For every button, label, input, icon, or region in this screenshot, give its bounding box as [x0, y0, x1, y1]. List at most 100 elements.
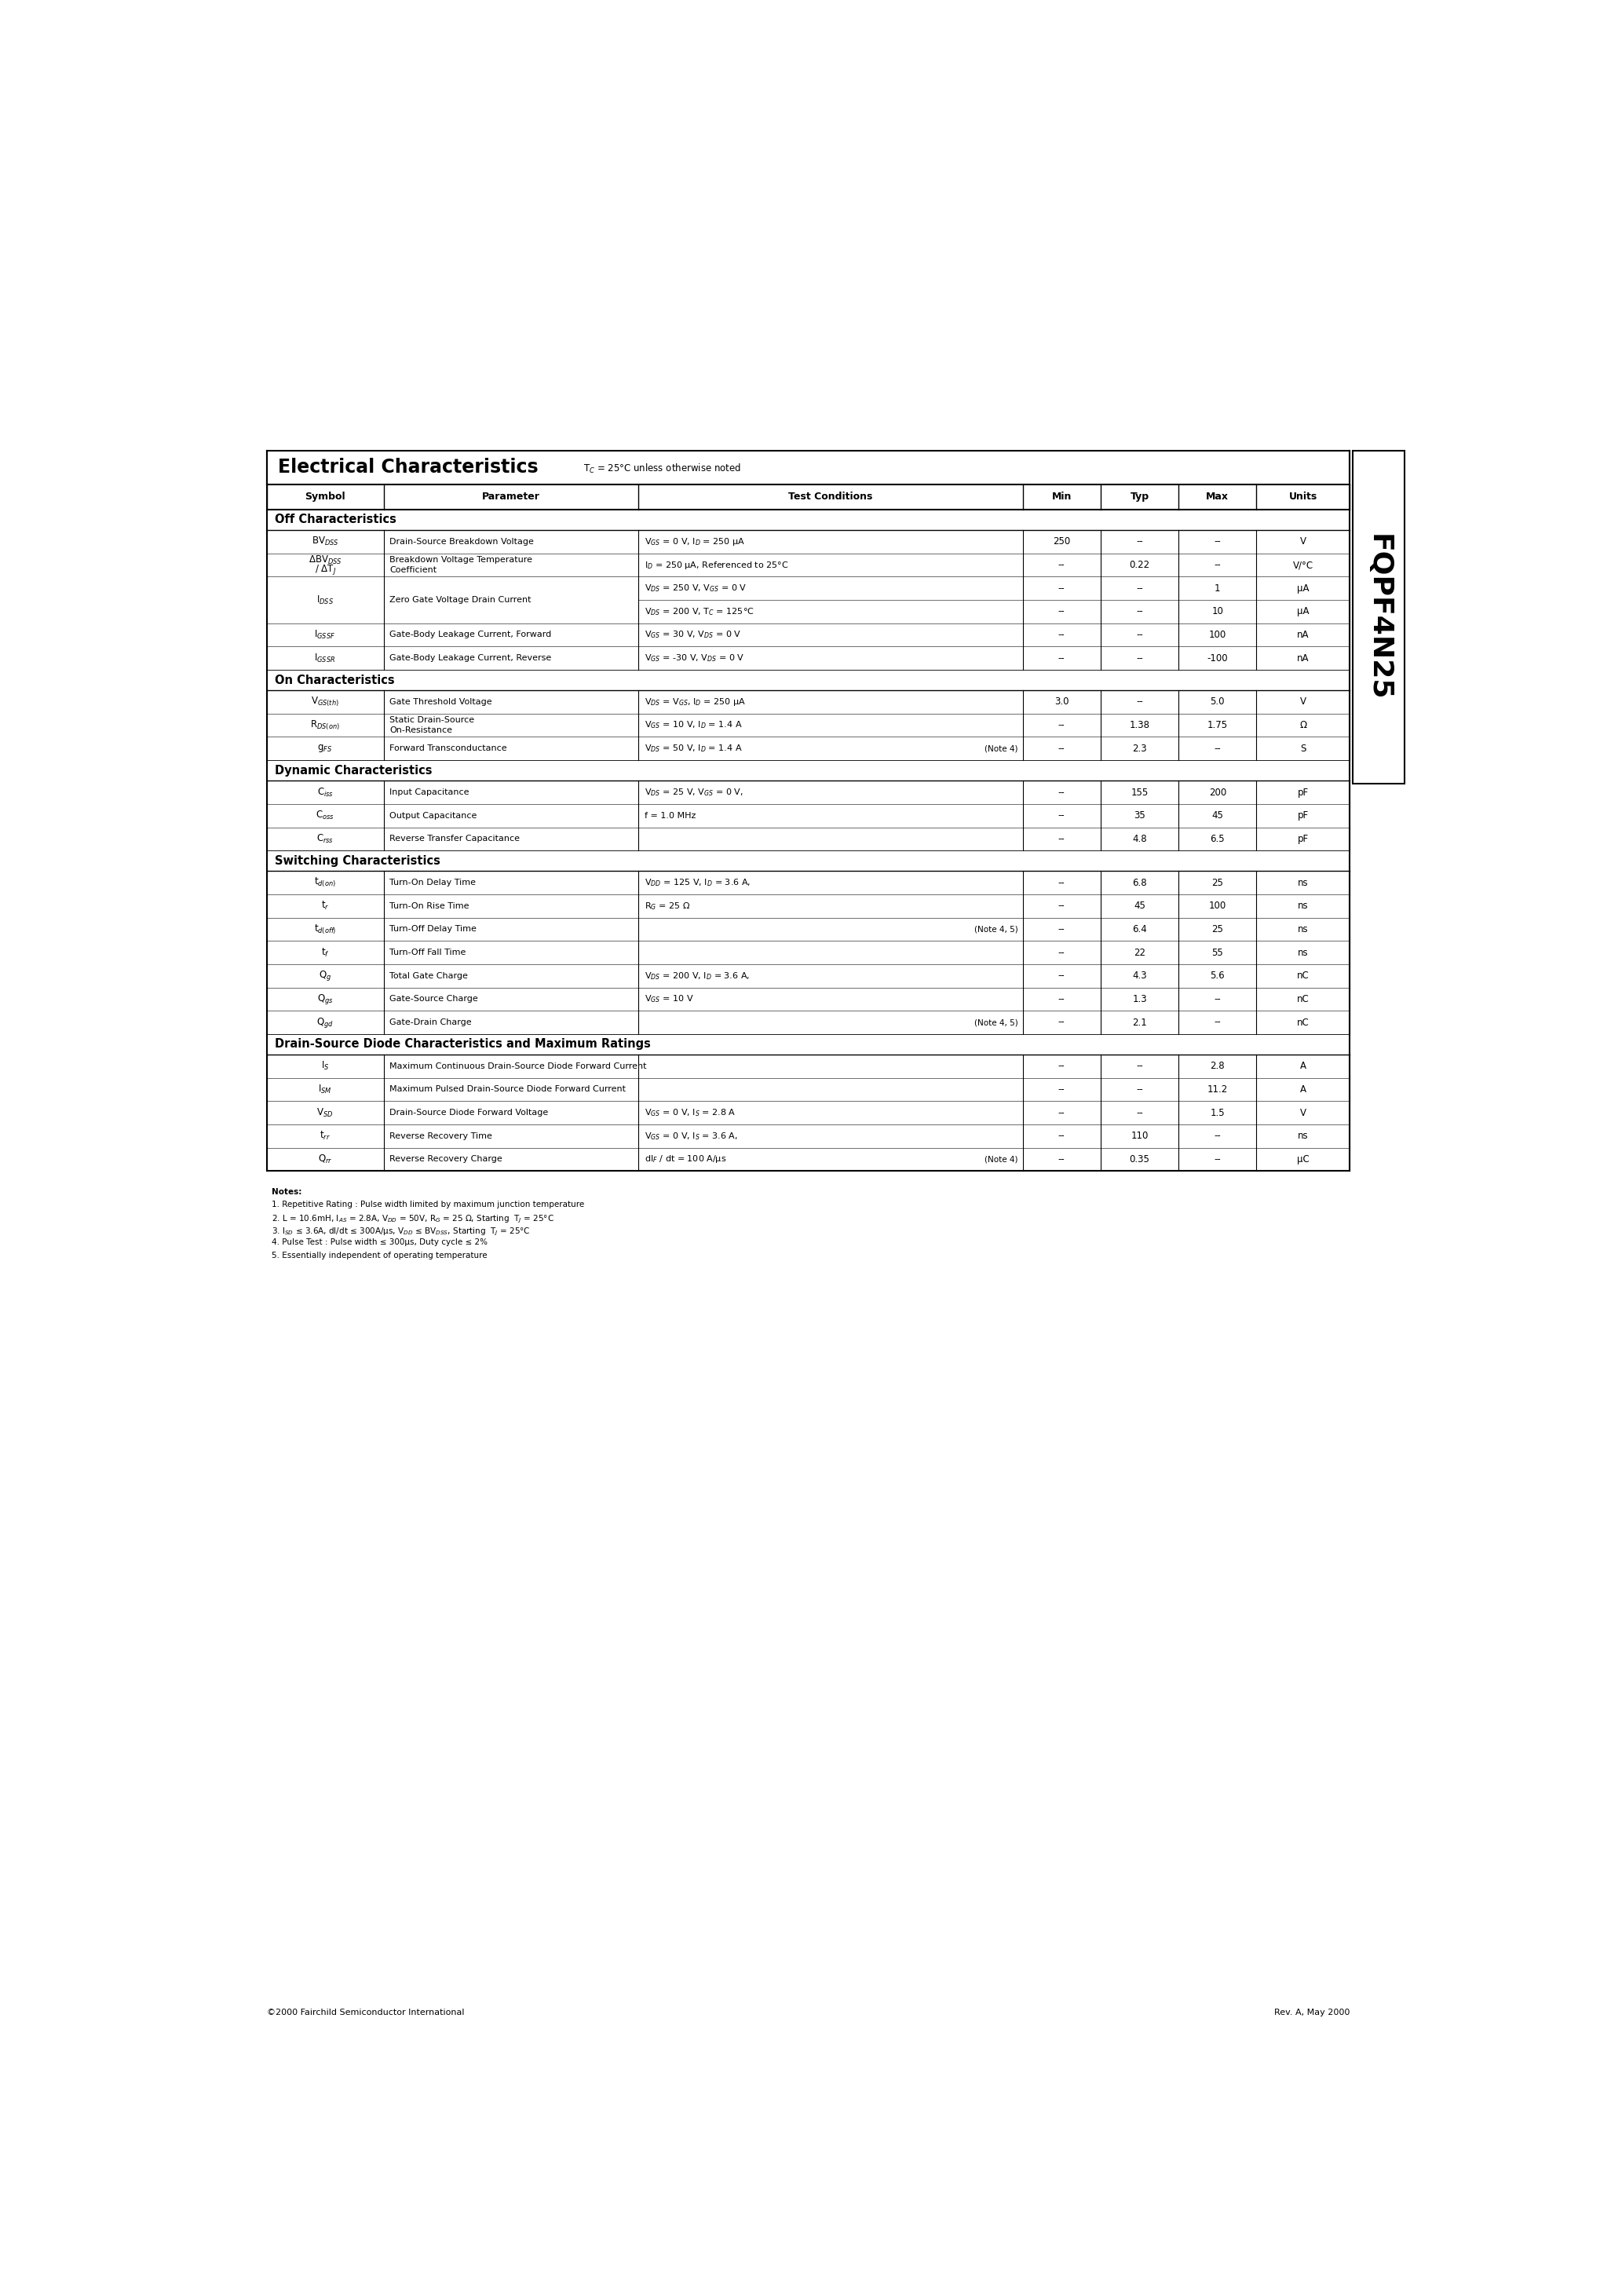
Text: 3. I$_{SD}$ ≤ 3.6A, dI/dt ≤ 300A/μs, V$_{DD}$ ≤ BV$_{DSS}$, Starting  T$_J$ = 25: 3. I$_{SD}$ ≤ 3.6A, dI/dt ≤ 300A/μs, V$_… [271, 1226, 530, 1238]
Text: V$_{GS}$ = -30 V, V$_{DS}$ = 0 V: V$_{GS}$ = -30 V, V$_{DS}$ = 0 V [644, 652, 744, 664]
Text: Symbol: Symbol [305, 491, 345, 503]
Text: 4.3: 4.3 [1132, 971, 1147, 980]
Text: μA: μA [1298, 583, 1309, 592]
Text: Units: Units [1289, 491, 1317, 503]
Text: --: -- [1058, 1107, 1066, 1118]
Text: 11.2: 11.2 [1207, 1084, 1228, 1095]
Text: 4.8: 4.8 [1132, 833, 1147, 845]
Text: --: -- [1215, 994, 1221, 1003]
Text: Notes:: Notes: [271, 1187, 302, 1196]
Text: --: -- [1135, 629, 1144, 641]
Text: C$_{oss}$: C$_{oss}$ [316, 810, 334, 822]
Text: Q$_{rr}$: Q$_{rr}$ [318, 1153, 333, 1166]
Text: 1.3: 1.3 [1132, 994, 1147, 1003]
Text: pF: pF [1298, 788, 1309, 797]
Text: A: A [1299, 1061, 1306, 1072]
Text: V$_{GS}$ = 10 V: V$_{GS}$ = 10 V [644, 994, 693, 1006]
Text: Electrical Characteristics: Electrical Characteristics [277, 459, 539, 478]
Text: --: -- [1135, 583, 1144, 592]
Text: I$_{GSSF}$: I$_{GSSF}$ [315, 629, 336, 641]
Text: 100: 100 [1208, 629, 1226, 641]
Text: T$_C$ = 25°C unless otherwise noted: T$_C$ = 25°C unless otherwise noted [582, 461, 741, 475]
Text: Gate-Body Leakage Current, Reverse: Gate-Body Leakage Current, Reverse [389, 654, 551, 661]
Text: --: -- [1058, 560, 1066, 569]
Text: (Note 4): (Note 4) [985, 1155, 1017, 1164]
Text: --: -- [1058, 925, 1066, 934]
Text: On Characteristics: On Characteristics [276, 675, 396, 687]
Text: V$_{SD}$: V$_{SD}$ [316, 1107, 334, 1118]
Text: 100: 100 [1208, 900, 1226, 912]
Text: Turn-On Rise Time: Turn-On Rise Time [389, 902, 469, 909]
Text: nA: nA [1298, 629, 1309, 641]
Text: V$_{GS(th)}$: V$_{GS(th)}$ [311, 696, 339, 709]
Text: --: -- [1058, 971, 1066, 980]
Text: ns: ns [1298, 900, 1309, 912]
Text: t$_f$: t$_f$ [321, 946, 329, 957]
Text: --: -- [1058, 1155, 1066, 1164]
Text: 2.1: 2.1 [1132, 1017, 1147, 1029]
Text: BV$_{DSS}$: BV$_{DSS}$ [311, 535, 339, 549]
Text: --: -- [1215, 537, 1221, 546]
Text: t$_r$: t$_r$ [321, 900, 329, 912]
Text: --: -- [1215, 744, 1221, 753]
Text: Turn-On Delay Time: Turn-On Delay Time [389, 879, 475, 886]
Text: (Note 4): (Note 4) [985, 744, 1017, 753]
Text: --: -- [1135, 1084, 1144, 1095]
Text: 45: 45 [1212, 810, 1223, 820]
Text: Zero Gate Voltage Drain Current: Zero Gate Voltage Drain Current [389, 597, 532, 604]
Text: C$_{rss}$: C$_{rss}$ [316, 833, 334, 845]
Text: 10: 10 [1212, 606, 1223, 618]
Text: 250: 250 [1053, 537, 1071, 546]
Text: 0.22: 0.22 [1129, 560, 1150, 569]
Text: R$_{DS(on)}$: R$_{DS(on)}$ [310, 719, 341, 732]
Text: 1.75: 1.75 [1207, 721, 1228, 730]
Text: 0.35: 0.35 [1129, 1155, 1150, 1164]
Text: Reverse Recovery Charge: Reverse Recovery Charge [389, 1155, 503, 1164]
Text: Breakdown Voltage Temperature: Breakdown Voltage Temperature [389, 556, 532, 565]
Text: 1.38: 1.38 [1129, 721, 1150, 730]
Text: ns: ns [1298, 877, 1309, 889]
Text: C$_{iss}$: C$_{iss}$ [316, 788, 334, 799]
Text: --: -- [1058, 652, 1066, 664]
Text: Maximum Continuous Drain-Source Diode Forward Current: Maximum Continuous Drain-Source Diode Fo… [389, 1063, 647, 1070]
Text: I$_{DSS}$: I$_{DSS}$ [316, 595, 334, 606]
Text: --: -- [1058, 810, 1066, 820]
Text: V: V [1299, 1107, 1306, 1118]
Text: Drain-Source Diode Forward Voltage: Drain-Source Diode Forward Voltage [389, 1109, 548, 1116]
Text: V$_{DS}$ = 50 V, I$_D$ = 1.4 A: V$_{DS}$ = 50 V, I$_D$ = 1.4 A [644, 744, 741, 753]
Text: -100: -100 [1207, 652, 1228, 664]
Text: V$_{DS}$ = 25 V, V$_{GS}$ = 0 V,: V$_{DS}$ = 25 V, V$_{GS}$ = 0 V, [644, 788, 743, 797]
Text: nC: nC [1298, 994, 1309, 1003]
Text: 1.5: 1.5 [1210, 1107, 1225, 1118]
Text: --: -- [1058, 721, 1066, 730]
Text: Rev. A, May 2000: Rev. A, May 2000 [1273, 2009, 1350, 2016]
Text: 110: 110 [1131, 1132, 1148, 1141]
Text: 1. Repetitive Rating : Pulse width limited by maximum junction temperature: 1. Repetitive Rating : Pulse width limit… [271, 1201, 584, 1208]
Text: 5. Essentially independent of operating temperature: 5. Essentially independent of operating … [271, 1251, 487, 1258]
Text: 2.8: 2.8 [1210, 1061, 1225, 1072]
Text: --: -- [1058, 994, 1066, 1003]
Text: 200: 200 [1208, 788, 1226, 797]
Text: V$_{DS}$ = V$_{GS}$, I$_D$ = 250 μA: V$_{DS}$ = V$_{GS}$, I$_D$ = 250 μA [644, 696, 746, 707]
Text: V$_{GS}$ = 30 V, V$_{DS}$ = 0 V: V$_{GS}$ = 30 V, V$_{DS}$ = 0 V [644, 629, 741, 641]
Text: Input Capacitance: Input Capacitance [389, 788, 469, 797]
Bar [1353, 450, 1405, 783]
Text: Switching Characteristics: Switching Characteristics [276, 854, 441, 866]
Text: 55: 55 [1212, 948, 1223, 957]
Text: I$_S$: I$_S$ [321, 1061, 329, 1072]
Text: S: S [1301, 744, 1306, 753]
Text: (Note 4, 5): (Note 4, 5) [973, 925, 1017, 932]
Text: --: -- [1058, 744, 1066, 753]
Text: I$_{GSSR}$: I$_{GSSR}$ [315, 652, 336, 664]
Text: On-Resistance: On-Resistance [389, 726, 453, 735]
Text: Gate-Body Leakage Current, Forward: Gate-Body Leakage Current, Forward [389, 631, 551, 638]
Text: 1: 1 [1215, 583, 1220, 592]
Text: 22: 22 [1134, 948, 1145, 957]
Text: Drain-Source Breakdown Voltage: Drain-Source Breakdown Voltage [389, 537, 534, 546]
Text: V$_{DD}$ = 125 V, I$_D$ = 3.6 A,: V$_{DD}$ = 125 V, I$_D$ = 3.6 A, [644, 877, 751, 889]
Text: f = 1.0 MHz: f = 1.0 MHz [644, 813, 696, 820]
Text: --: -- [1058, 583, 1066, 592]
Text: 2.3: 2.3 [1132, 744, 1147, 753]
Text: t$_{d(on)}$: t$_{d(on)}$ [315, 877, 336, 889]
Text: Max: Max [1207, 491, 1229, 503]
